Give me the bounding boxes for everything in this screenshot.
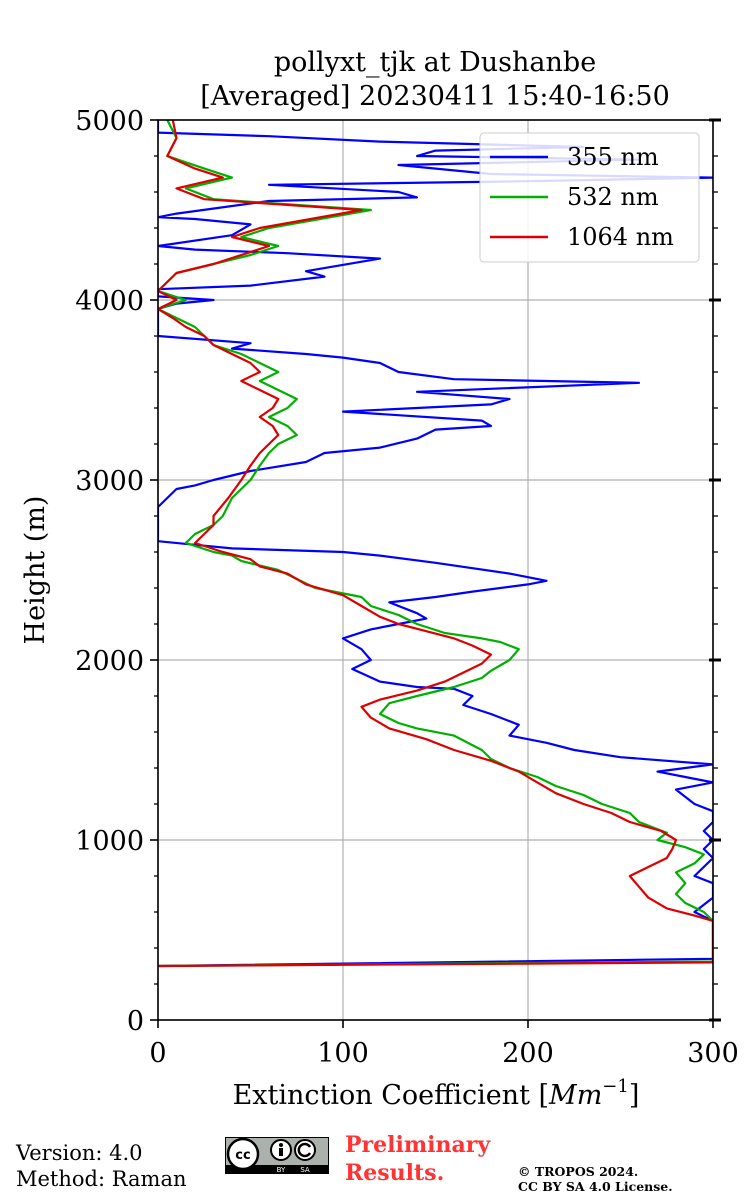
legend-label-532: 532 nm: [567, 183, 659, 211]
legend: 355 nm 532 nm 1064 nm: [479, 132, 700, 263]
legend-label-1064: 1064 nm: [567, 223, 674, 251]
series-line-1064-nm: [158, 120, 713, 968]
y-axis-label: Height (m): [20, 496, 51, 645]
series-lines: [158, 120, 713, 968]
preliminary-results: Preliminary Results.: [345, 1131, 490, 1187]
x-axis-label: Extinction Coefficient [Mm−1]: [233, 1076, 640, 1111]
copyright-notice: © TROPOS 2024. CC BY SA 4.0 License.: [518, 1164, 673, 1194]
chart-title: pollyxt_tjk at Dushanbe: [274, 47, 596, 78]
copyright-line-2: CC BY SA 4.0 License.: [518, 1179, 673, 1194]
y-tick-label: 1000: [75, 826, 144, 857]
cc-by-text: BY: [277, 1166, 286, 1174]
legend-box: [479, 132, 700, 263]
chart-subtitle: [Averaged] 20230411 15:40-16:50: [200, 81, 670, 112]
preliminary-line-2: Results.: [345, 1160, 445, 1186]
x-tick-label: 200: [502, 1038, 554, 1069]
cc-license-badge: cc BY SA: [225, 1137, 329, 1174]
y-tick-label: 5000: [75, 106, 144, 137]
plot-frame: [157, 119, 714, 1021]
svg-text:cc: cc: [235, 1148, 250, 1163]
y-tick-label: 2000: [75, 646, 144, 677]
version-text: Version: 4.0: [16, 1141, 143, 1165]
copyright-line-1: © TROPOS 2024.: [518, 1164, 639, 1179]
x-tick-label: 100: [317, 1038, 369, 1069]
legend-label-355: 355 nm: [567, 143, 659, 171]
cc-sa-text: SA: [300, 1166, 310, 1174]
version-info: Version: 4.0 Method: Raman: [16, 1140, 187, 1192]
y-tick-label: 4000: [75, 286, 144, 317]
preliminary-line-1: Preliminary: [345, 1132, 491, 1158]
x-tick-label: 0: [149, 1038, 166, 1069]
chart: pollyxt_tjk at Dushanbe [Averaged] 20230…: [20, 47, 739, 1111]
y-tick-label: 3000: [75, 466, 144, 497]
method-text: Method: Raman: [16, 1167, 187, 1191]
y-tick-label: 0: [127, 1006, 144, 1037]
x-tick-label: 300: [687, 1038, 739, 1069]
series-line-355-nm: [158, 120, 713, 968]
